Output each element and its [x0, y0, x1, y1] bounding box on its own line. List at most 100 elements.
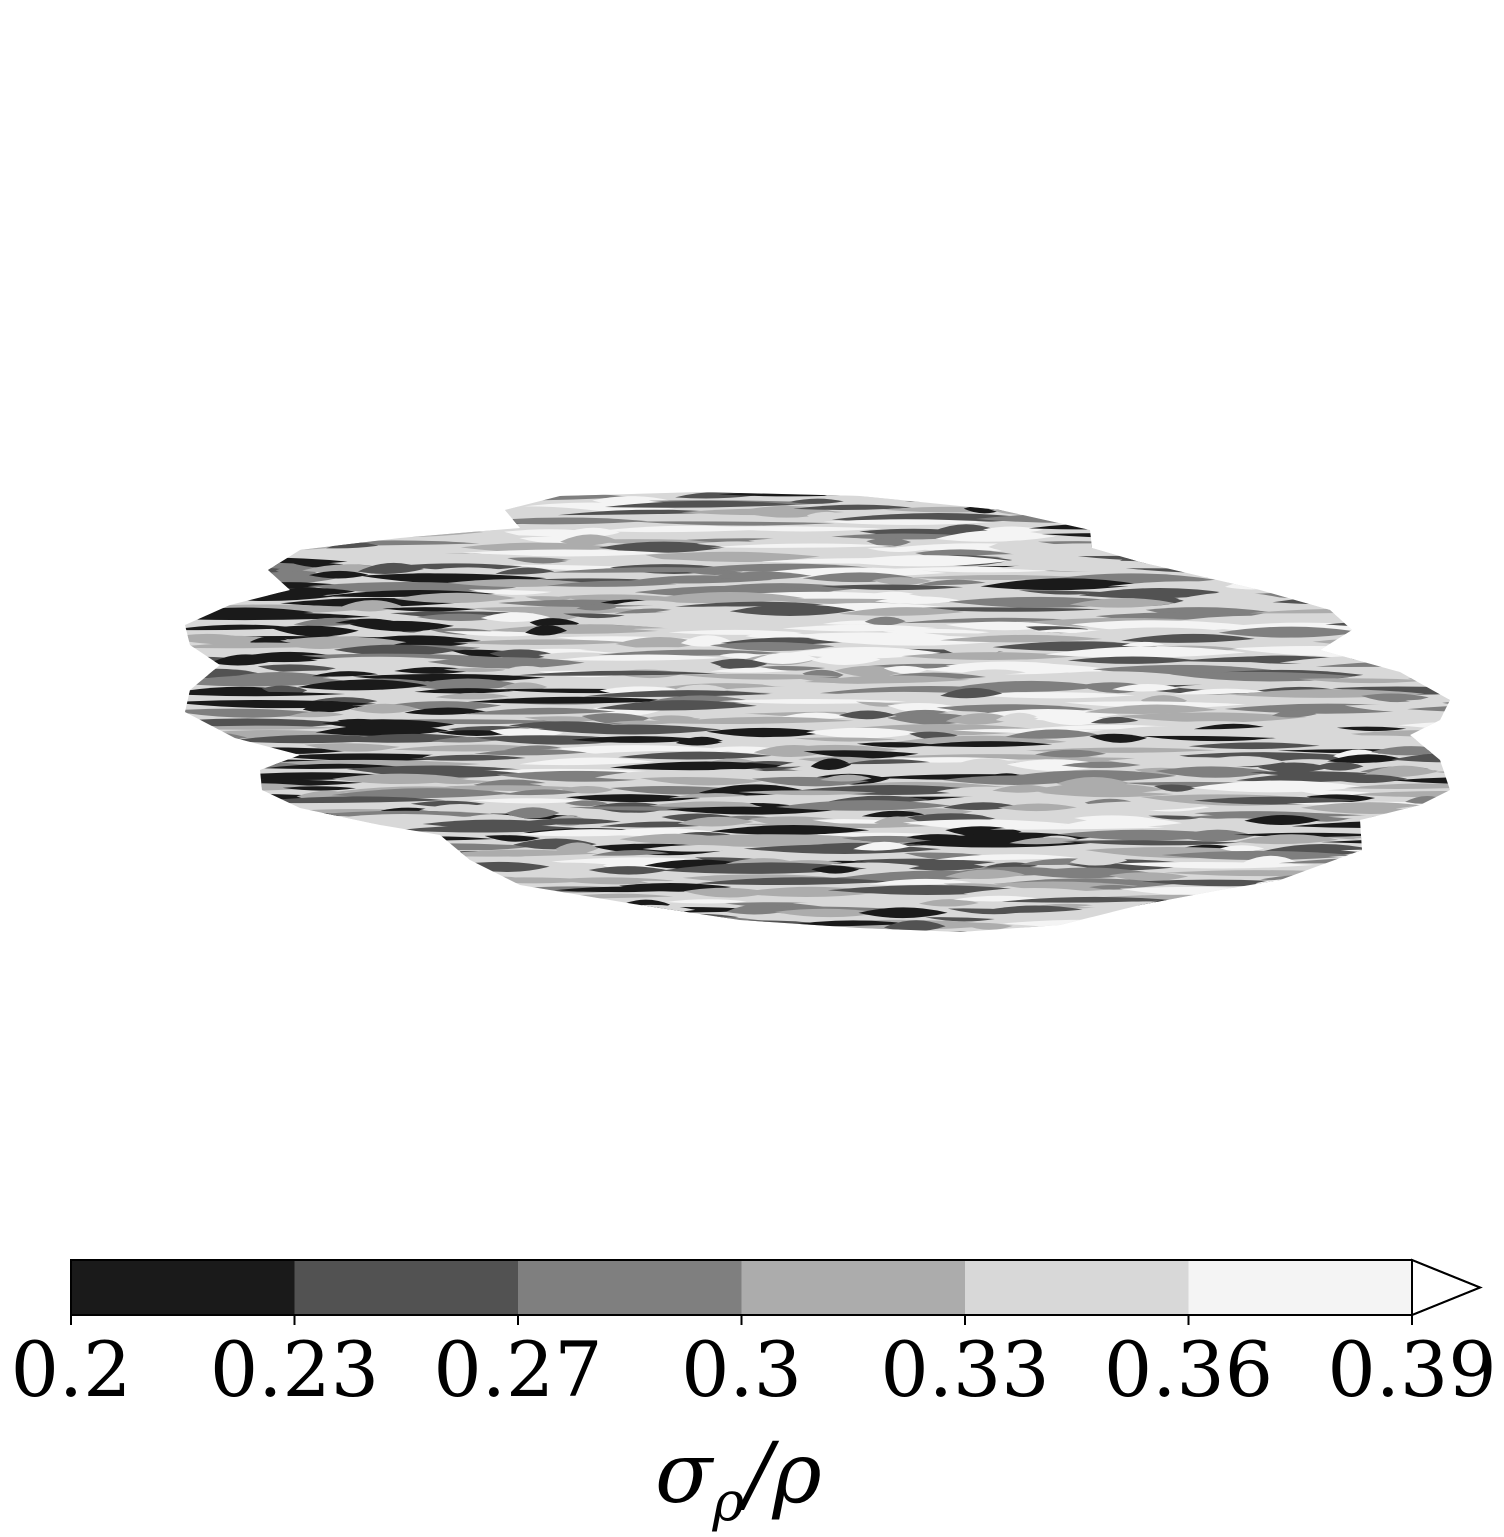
field-contour-patch	[1425, 766, 1450, 772]
field-contour-patch	[995, 712, 1041, 723]
field-contour-patch	[537, 724, 722, 735]
field-contour-patch	[782, 624, 938, 632]
field-contour-patch	[416, 613, 504, 622]
field-contour-patch	[1199, 551, 1258, 557]
field-contour-patch	[228, 835, 395, 843]
field-contour-patch	[1452, 663, 1504, 675]
field-contour-patch	[542, 914, 651, 927]
colorbar-segment	[518, 1260, 742, 1315]
field-contour-patch	[1061, 761, 1141, 769]
field-contour-patch	[1309, 562, 1450, 572]
field-contour-patch	[1132, 493, 1194, 505]
field-contour-patch	[1224, 927, 1406, 932]
field-contour-patch	[839, 607, 965, 616]
field-contour-patch	[1127, 911, 1185, 917]
field-contour-patch	[801, 484, 944, 491]
field-contour-patch	[1001, 896, 1172, 903]
field-contour-patch	[719, 686, 851, 694]
field-contour-patch	[1298, 557, 1440, 568]
field-contour-patch	[959, 669, 1026, 675]
field-contour-patch	[561, 786, 614, 794]
field-contour-patch	[1177, 592, 1281, 603]
field-contour-patch	[633, 521, 835, 526]
colorbar-label: σρ/ρ	[655, 1424, 822, 1533]
field-contour-patch	[1414, 553, 1450, 559]
field-contour-patch	[185, 499, 338, 510]
field-contour-patch	[808, 635, 1011, 646]
field-contour-patch	[270, 515, 390, 522]
field-contour-patch	[1147, 562, 1356, 572]
field-contour-patch	[378, 881, 522, 893]
field-contour-patch	[315, 853, 476, 865]
field-contour-patch	[1378, 514, 1435, 524]
field-contour-patch	[1257, 516, 1340, 522]
field-contour-patch	[1108, 872, 1189, 882]
field-contour-patch	[1297, 816, 1350, 822]
field-contour-patch	[986, 484, 1188, 491]
field-contour-patch	[1036, 511, 1106, 516]
field-contour-patch	[666, 806, 834, 815]
field-contour-patch	[1161, 850, 1358, 861]
field-contour-patch	[1094, 500, 1232, 512]
field-contour-patch	[668, 661, 722, 672]
field-contour-patch	[823, 519, 993, 525]
field-contour-patch	[208, 753, 306, 758]
field-contour-patch	[1272, 594, 1450, 605]
field-contour-patch	[185, 503, 374, 513]
field-contour-patch	[185, 902, 378, 908]
field-contour-patch	[185, 492, 212, 497]
field-contour-patch	[738, 790, 877, 796]
field-contour-patch	[1336, 726, 1407, 732]
field-contour-patch	[528, 492, 590, 495]
field-contour-patch	[1271, 710, 1317, 718]
field-contour-patch	[427, 657, 585, 669]
field-contour-patch	[1084, 704, 1218, 715]
field-contour-patch	[504, 745, 563, 751]
field-contour-patch	[1237, 531, 1327, 541]
field-contour-patch	[310, 499, 360, 507]
field-contour-patch	[558, 654, 724, 661]
field-plot	[185, 481, 1504, 932]
field-contour-patch	[980, 578, 1142, 591]
field-contour-patch	[1062, 840, 1241, 846]
field-contour-patch	[1009, 837, 1082, 845]
field-contour-patch	[474, 735, 634, 745]
field-contour-patch	[648, 551, 820, 563]
field-contour-patch	[677, 816, 754, 827]
field-contour-patch	[1086, 517, 1244, 527]
field-contour-patch	[668, 793, 749, 799]
field-contour-patch	[1190, 780, 1364, 793]
field-contour-patch	[412, 778, 492, 785]
field-contour-patch	[681, 508, 845, 516]
field-contour-patch	[675, 481, 808, 488]
field-contour-patch	[1068, 925, 1222, 932]
field-contour-patch	[519, 757, 655, 766]
field-contour-patch	[935, 530, 1056, 542]
field-contour-patch	[210, 654, 276, 666]
field-contour-patch	[908, 862, 988, 871]
field-contour-patch	[274, 920, 458, 928]
field-contour-patch	[185, 566, 243, 576]
field-contour-patch	[1190, 755, 1286, 767]
field-contour-patch	[356, 506, 475, 518]
field-contour-patch	[1347, 644, 1412, 654]
field-contour-patch	[185, 708, 321, 718]
field-contour-patch	[414, 688, 514, 694]
field-contour-patch	[1369, 506, 1419, 513]
field-contour-patch	[332, 828, 413, 837]
field-contour-patch	[1018, 590, 1105, 595]
field-contour-patch	[648, 801, 768, 809]
field-contour-patch	[185, 840, 235, 850]
field-contour-patch	[1432, 833, 1450, 840]
field-contour-patch	[382, 607, 476, 612]
field-contour-patch	[903, 607, 1102, 612]
field-contour-patch	[1121, 641, 1165, 647]
field-contour-patch	[214, 853, 294, 860]
field-contour-patch	[1070, 801, 1209, 811]
field-contour-patch	[932, 931, 1098, 932]
field-contour-patch	[596, 700, 757, 711]
colorbar: 0.2 0.23 0.27 0.3 0.33 0.36 0.39	[11, 1258, 1497, 1414]
field-contour-patch	[480, 612, 551, 622]
field-contour-patch	[1433, 497, 1450, 503]
